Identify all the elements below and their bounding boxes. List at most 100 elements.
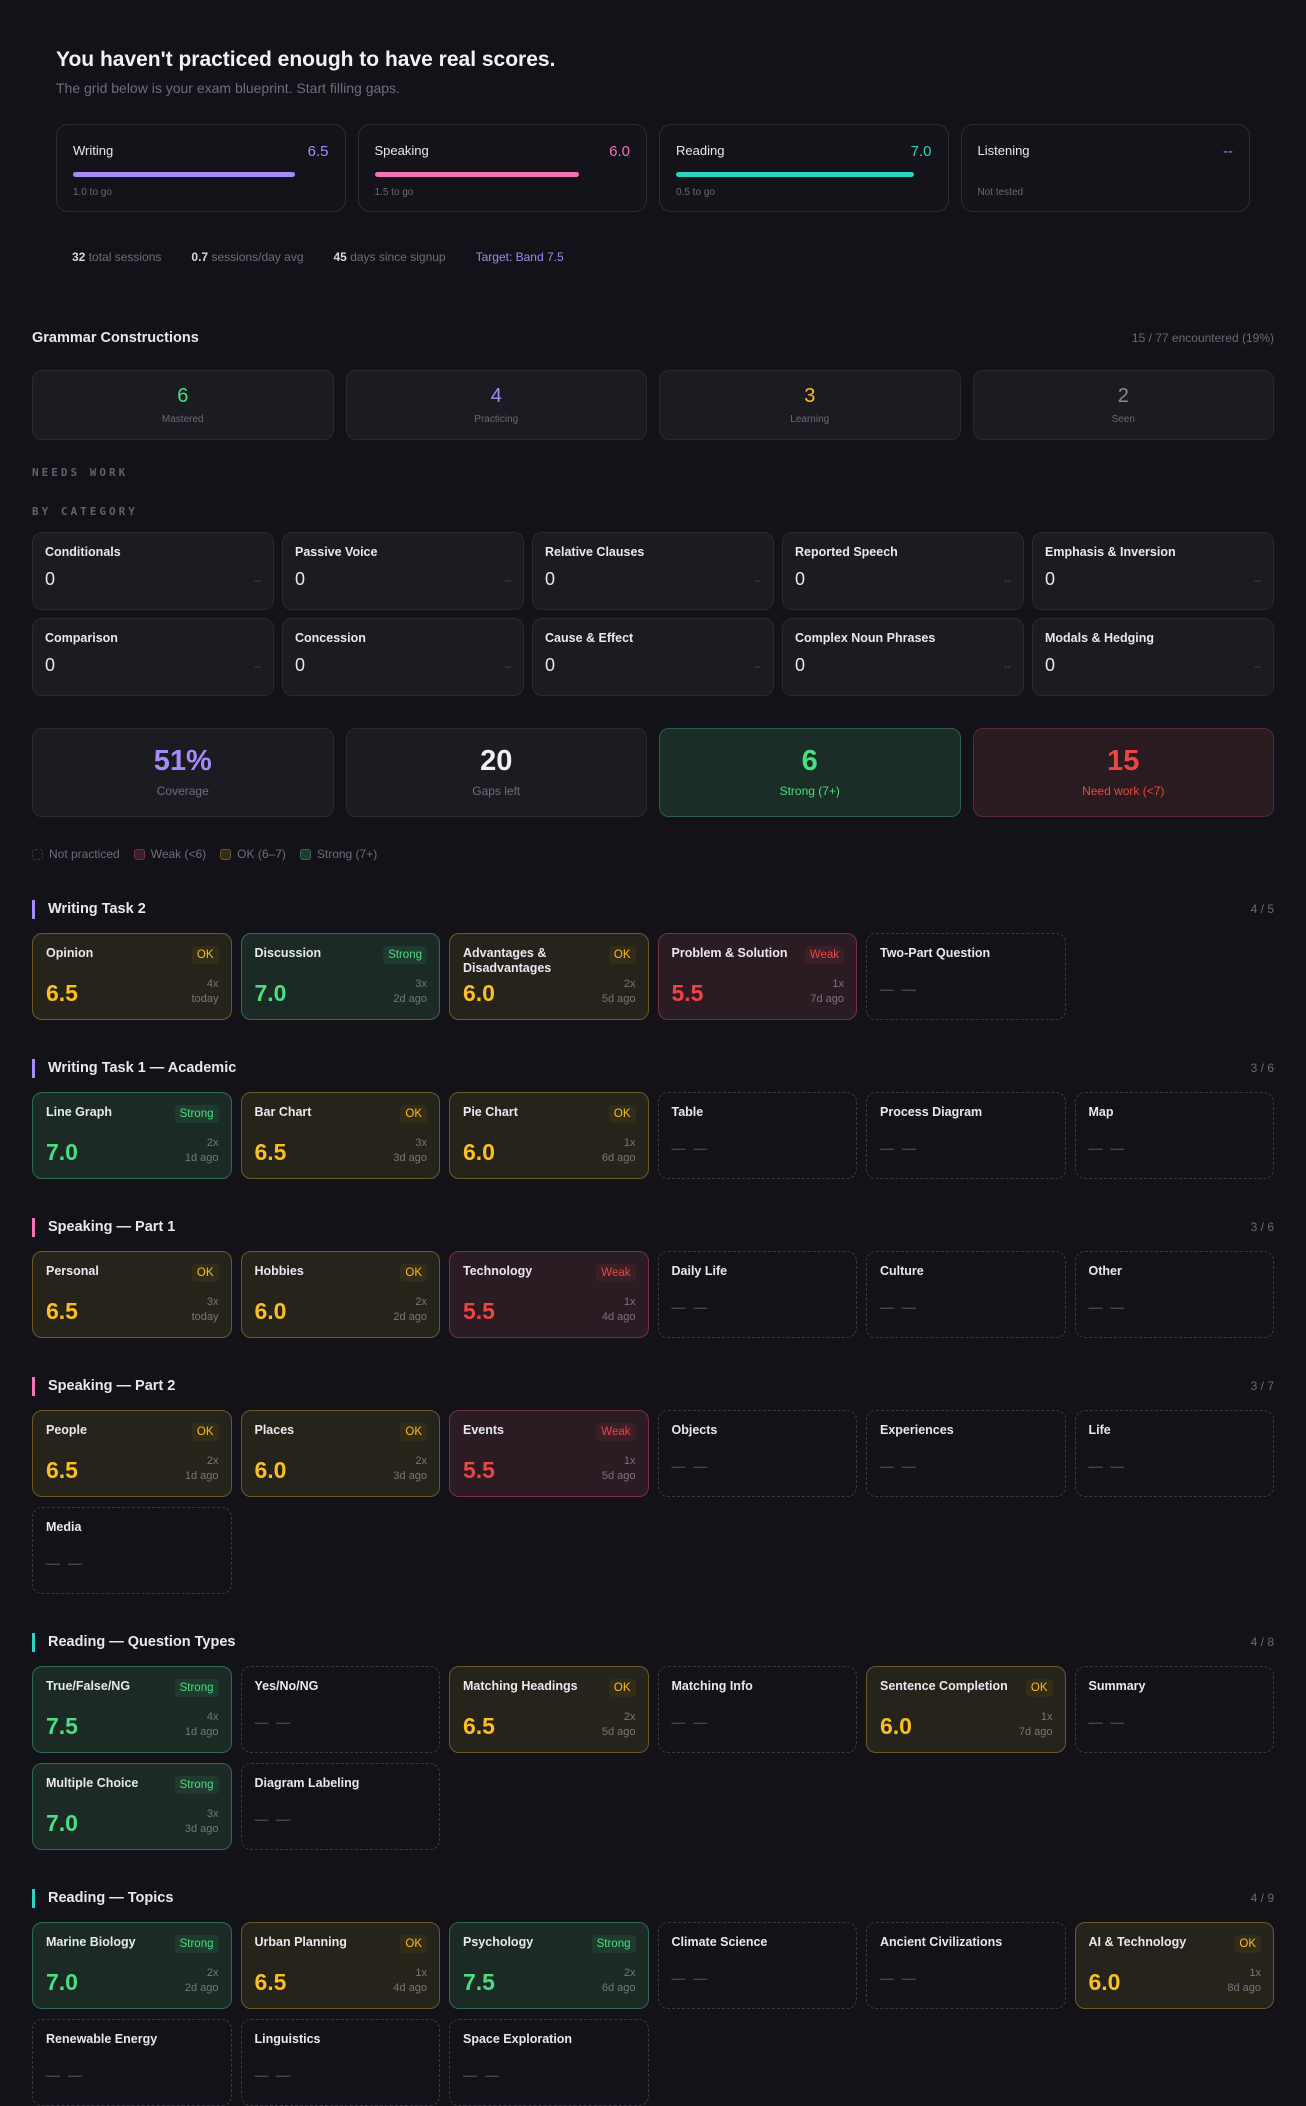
score-progress-fill: [676, 172, 914, 177]
status-badge: Strong: [174, 1105, 219, 1123]
last-practiced: 5d ago: [601, 1470, 636, 1482]
topic-tile[interactable]: Space Exploration — —: [449, 2019, 649, 2106]
topic-tile[interactable]: Hobbies OK 6.0 2x 2d ago: [240, 1251, 440, 1338]
section-count: 3 / 7: [1250, 1379, 1274, 1393]
topic-meta: 2x 1d ago: [185, 1136, 219, 1166]
category-card[interactable]: Conditionals 0 --: [32, 532, 274, 610]
topic-tile[interactable]: Two-Part Question — —: [866, 933, 1066, 1020]
topic-meta: 1x 5d ago: [602, 1454, 636, 1484]
category-card[interactable]: Concession 0 --: [282, 618, 524, 696]
topic-tile[interactable]: Opinion OK 6.5 4x today: [32, 933, 232, 1020]
topic-tile[interactable]: Climate Science — —: [657, 1922, 857, 2009]
topic-tile[interactable]: Renewable Energy — —: [32, 2019, 232, 2106]
topic-tile[interactable]: Discussion Strong 7.0 3x 2d ago: [240, 933, 440, 1020]
topic-tile[interactable]: Marine Biology Strong 7.0 2x 2d ago: [32, 1922, 232, 2009]
topic-score: — —: [880, 1299, 918, 1315]
category-card[interactable]: Complex Noun Phrases 0 --: [782, 618, 1024, 696]
summary-value: 20: [480, 745, 513, 777]
category-card[interactable]: Modals & Hedging 0 --: [1032, 618, 1274, 696]
attempt-count: 2x: [206, 1137, 219, 1149]
topic-tile[interactable]: Urban Planning OK 6.5 1x 4d ago: [240, 1922, 440, 2009]
topic-tile[interactable]: Bar Chart OK 6.5 3x 3d ago: [240, 1092, 440, 1179]
section-title: Writing Task 2: [32, 899, 146, 919]
category-card[interactable]: Relative Clauses 0 --: [532, 532, 774, 610]
topic-tile[interactable]: People OK 6.5 2x 1d ago: [32, 1410, 232, 1497]
topic-score: — —: [46, 1555, 84, 1571]
topic-meta: 4x 1d ago: [185, 1710, 219, 1740]
topic-tile[interactable]: Objects — —: [657, 1410, 857, 1497]
topic-tile[interactable]: Linguistics — —: [240, 2019, 440, 2106]
last-practiced: 6d ago: [601, 1982, 636, 1994]
topic-tile[interactable]: Media — —: [32, 1507, 232, 1594]
grammar-stat-label: Practicing: [474, 414, 519, 425]
topic-tile[interactable]: Experiences — —: [866, 1410, 1066, 1497]
grammar-stat-practicing[interactable]: 4 Practicing: [345, 370, 647, 440]
topic-tile[interactable]: Sentence Completion OK 6.0 1x 7d ago: [866, 1666, 1066, 1753]
topic-tile[interactable]: Yes/No/NG — —: [240, 1666, 440, 1753]
topic-tile[interactable]: Psychology Strong 7.5 2x 6d ago: [449, 1922, 649, 2009]
topic-tile[interactable]: Diagram Labeling — —: [240, 1763, 440, 1850]
category-card[interactable]: Passive Voice 0 --: [282, 532, 524, 610]
category-card[interactable]: Comparison 0 --: [32, 618, 274, 696]
topic-tile[interactable]: Multiple Choice Strong 7.0 3x 3d ago: [32, 1763, 232, 1850]
category-card[interactable]: Emphasis & Inversion 0 --: [1032, 532, 1274, 610]
topic-tile[interactable]: Line Graph Strong 7.0 2x 1d ago: [32, 1092, 232, 1179]
attempt-count: 1x: [415, 1967, 427, 1979]
grammar-stat-learning[interactable]: 3 Learning: [659, 370, 961, 440]
attempt-count: 4x: [206, 978, 219, 990]
topic-tile[interactable]: Daily Life — —: [657, 1251, 857, 1338]
category-score: --: [504, 662, 511, 673]
topic-tile[interactable]: Advantages & Disadvantages OK 6.0 2x 5d ago: [449, 933, 649, 1020]
topic-tile[interactable]: Events Weak 5.5 1x 5d ago: [449, 1410, 649, 1497]
score-value: 6.5: [307, 143, 329, 160]
topic-tile[interactable]: AI & Technology OK 6.0 1x 8d ago: [1074, 1922, 1274, 2009]
score-progress-fill: [73, 172, 296, 177]
last-practiced: 6d ago: [601, 1152, 636, 1164]
category-score: --: [1004, 576, 1011, 587]
page-subtitle: The grid below is your exam blueprint. S…: [56, 80, 400, 96]
category-count: 0: [295, 569, 306, 589]
topic-tile[interactable]: Life — —: [1074, 1410, 1274, 1497]
score-value: --: [1223, 143, 1233, 160]
status-badge: Strong: [174, 1776, 219, 1794]
score-to-go: Not tested: [977, 187, 1024, 198]
topic-tile[interactable]: Other — —: [1074, 1251, 1274, 1338]
attempt-count: 1x: [623, 1455, 636, 1467]
topic-tile[interactable]: Summary — —: [1074, 1666, 1274, 1753]
topic-tile[interactable]: Process Diagram — —: [866, 1092, 1066, 1179]
topic-tile[interactable]: Pie Chart OK 6.0 1x 6d ago: [449, 1092, 649, 1179]
topic-name: Space Exploration: [463, 2032, 573, 2046]
topic-tile[interactable]: Technology Weak 5.5 1x 4d ago: [449, 1251, 649, 1338]
score-card-listening[interactable]: Listening -- Not tested: [960, 124, 1250, 212]
grammar-stat-seen[interactable]: 2 Seen: [972, 370, 1274, 440]
score-card-writing[interactable]: Writing 6.5 1.0 to go: [56, 124, 346, 212]
score-card-reading[interactable]: Reading 7.0 0.5 to go: [659, 124, 949, 212]
topic-tile[interactable]: Problem & Solution Weak 5.5 1x 7d ago: [657, 933, 857, 1020]
topic-tile[interactable]: Places OK 6.0 2x 3d ago: [240, 1410, 440, 1497]
topic-tile[interactable]: True/False/NG Strong 7.5 4x 1d ago: [32, 1666, 232, 1753]
topic-tile[interactable]: Map — —: [1074, 1092, 1274, 1179]
last-practiced: 2d ago: [393, 1311, 427, 1323]
topic-name: Diagram Labeling: [254, 1776, 360, 1790]
topic-tile[interactable]: Table — —: [657, 1092, 857, 1179]
grammar-stat-mastered[interactable]: 6 Mastered: [32, 370, 334, 440]
topic-score: 5.5: [463, 1298, 495, 1324]
score-card-speaking[interactable]: Speaking 6.0 1.5 to go: [357, 124, 647, 212]
topic-tile[interactable]: Culture — —: [866, 1251, 1066, 1338]
category-name: Cause & Effect: [545, 631, 634, 645]
category-card[interactable]: Reported Speech 0 --: [782, 532, 1024, 610]
section-grid: Marine Biology Strong 7.0 2x 2d ago Urban Pla…: [32, 1922, 1274, 2106]
section-reading-question-types: Reading — Question Types 4 / 8 True/False/…: [32, 1632, 1274, 1850]
summary-strong: 6 Strong (7+): [659, 728, 961, 817]
topic-score: 6.0: [463, 1139, 495, 1165]
last-practiced: 5d ago: [601, 1726, 636, 1738]
topic-tile[interactable]: Ancient Civilizations — —: [866, 1922, 1066, 2009]
topic-meta: 2x 5d ago: [602, 977, 636, 1007]
topic-name: Ancient Civilizations: [880, 1935, 1003, 1949]
topic-tile[interactable]: Personal OK 6.5 3x today: [32, 1251, 232, 1338]
attempt-count: 3x: [415, 978, 427, 990]
category-card[interactable]: Cause & Effect 0 --: [532, 618, 774, 696]
grammar-stat-count: 6: [177, 385, 189, 407]
topic-tile[interactable]: Matching Info — —: [657, 1666, 857, 1753]
topic-tile[interactable]: Matching Headings OK 6.5 2x 5d ago: [449, 1666, 649, 1753]
